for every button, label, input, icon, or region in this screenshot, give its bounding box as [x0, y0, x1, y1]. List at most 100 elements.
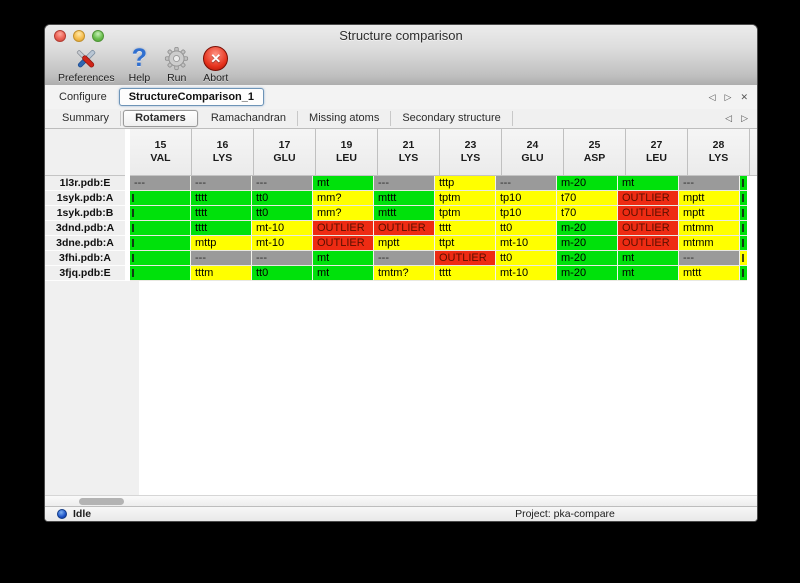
configure-session-tab[interactable]: StructureComparison_1	[118, 88, 265, 106]
rotamer-cell[interactable]: mt	[618, 176, 679, 191]
tab-ramachandran[interactable]: Ramachandran	[200, 111, 299, 126]
rotamer-cell[interactable]: ---	[252, 176, 313, 191]
rotamer-cell[interactable]: mt-10	[496, 236, 557, 251]
rotamer-cell[interactable]: OUTLIER	[313, 221, 374, 236]
rotamer-cell[interactable]: mt	[313, 266, 374, 281]
rotamer-cell[interactable]	[130, 236, 191, 251]
column-header-28[interactable]: 28 LYS	[688, 129, 750, 176]
rotamer-cell[interactable]: mptt	[374, 236, 435, 251]
next-tab-icon[interactable]: ▷	[741, 113, 748, 123]
rotamer-cell[interactable]: mm?	[313, 206, 374, 221]
row-label-3dnd-pdb-a[interactable]: 3dnd.pdb:A	[45, 221, 125, 236]
rotamer-cell[interactable]: mt	[313, 176, 374, 191]
rotamer-cell[interactable]: tp10	[496, 191, 557, 206]
column-header-23[interactable]: 23 LYS	[440, 129, 502, 176]
prev-session-icon[interactable]: ◁	[708, 91, 716, 102]
row-label-3fjq-pdb-e[interactable]: 3fjq.pdb:E	[45, 266, 125, 281]
toolbar-button-preferences[interactable]: Preferences	[51, 45, 122, 84]
rotamer-cell[interactable]: tt0	[252, 206, 313, 221]
toolbar-button-help[interactable]: ? Help	[122, 45, 158, 85]
rotamer-cell-overflow[interactable]	[740, 266, 747, 281]
rotamer-cell[interactable]: tptm	[435, 191, 496, 206]
row-label-3dne-pdb-a[interactable]: 3dne.pdb:A	[45, 236, 125, 251]
rotamer-cell[interactable]: mt	[618, 266, 679, 281]
row-label-1syk-pdb-b[interactable]: 1syk.pdb:B	[45, 206, 125, 221]
rotamer-cell[interactable]: mttp	[191, 236, 252, 251]
rotamer-cell[interactable]	[130, 191, 191, 206]
rotamer-cell[interactable]: m-20	[557, 236, 618, 251]
rotamer-cell[interactable]: ---	[191, 251, 252, 266]
tab-summary[interactable]: Summary	[51, 111, 122, 126]
tab-secondary-structure[interactable]: Secondary structure	[391, 111, 513, 126]
column-header-24[interactable]: 24 GLU	[502, 129, 564, 176]
rotamer-cell[interactable]: mt	[313, 251, 374, 266]
rotamer-cell-overflow[interactable]	[740, 221, 747, 236]
column-header-17[interactable]: 17 GLU	[254, 129, 316, 176]
rotamer-cell[interactable]: ttpt	[435, 236, 496, 251]
rotamer-cell-overflow[interactable]	[740, 191, 747, 206]
rotamer-cell[interactable]: tptm	[435, 206, 496, 221]
minimize-window-icon[interactable]	[73, 30, 85, 42]
rotamer-cell[interactable]: OUTLIER	[618, 236, 679, 251]
rotamer-cell[interactable]: mttt	[374, 191, 435, 206]
rotamer-cell[interactable]	[130, 266, 191, 281]
scrollbar-thumb[interactable]	[79, 498, 124, 505]
close-window-icon[interactable]	[54, 30, 66, 42]
column-header-21[interactable]: 21 LYS	[378, 129, 440, 176]
rotamer-cell[interactable]: tttt	[191, 221, 252, 236]
rotamer-cell[interactable]: ---	[374, 176, 435, 191]
rotamer-cell[interactable]: ---	[252, 251, 313, 266]
rotamer-cell[interactable]: mt	[618, 251, 679, 266]
prev-tab-icon[interactable]: ◁	[725, 113, 733, 123]
next-session-icon[interactable]: ▷	[724, 91, 732, 102]
rotamer-cell[interactable]: mt-10	[252, 236, 313, 251]
zoom-window-icon[interactable]	[92, 30, 104, 42]
column-header-25[interactable]: 25 ASP	[564, 129, 626, 176]
rotamer-cell[interactable]: t70	[557, 191, 618, 206]
rotamer-cell[interactable]: mtmm	[679, 236, 740, 251]
rotamer-cell[interactable]: OUTLIER	[618, 191, 679, 206]
rotamer-cell[interactable]	[130, 221, 191, 236]
rotamer-cell[interactable]: tt0	[252, 266, 313, 281]
column-header-16[interactable]: 16 LYS	[192, 129, 254, 176]
rotamer-cell[interactable]: mttt	[374, 206, 435, 221]
rotamer-cell[interactable]: mptt	[679, 191, 740, 206]
titlebar[interactable]: Structure comparison	[45, 25, 757, 45]
rotamer-cell[interactable]: ---	[374, 251, 435, 266]
rotamer-cell[interactable]: tttt	[435, 266, 496, 281]
rotamer-cell[interactable]: tt0	[496, 221, 557, 236]
rotamer-cell[interactable]: ---	[496, 176, 557, 191]
rotamer-cell[interactable]: OUTLIER	[313, 236, 374, 251]
rotamer-cell[interactable]: mm?	[313, 191, 374, 206]
row-label-1syk-pdb-a[interactable]: 1syk.pdb:A	[45, 191, 125, 206]
column-header-19[interactable]: 19 LEU	[316, 129, 378, 176]
tab-rotamers[interactable]: Rotamers	[123, 110, 198, 127]
rotamer-cell[interactable]: OUTLIER	[374, 221, 435, 236]
rotamer-cell[interactable]: m-20	[557, 251, 618, 266]
rotamer-cell[interactable]: mt-10	[252, 221, 313, 236]
column-header-27[interactable]: 27 LEU	[626, 129, 688, 176]
rotamer-cell[interactable]: ---	[679, 251, 740, 266]
rotamer-cell[interactable]: OUTLIER	[435, 251, 496, 266]
rotamer-cell[interactable]: OUTLIER	[618, 206, 679, 221]
toolbar-button-run[interactable]: Run	[157, 45, 196, 84]
rotamer-cell[interactable]: ---	[679, 176, 740, 191]
rotamer-cell[interactable]: m-20	[557, 221, 618, 236]
rotamer-cell[interactable]: mt-10	[496, 266, 557, 281]
rotamer-cell[interactable]: tp10	[496, 206, 557, 221]
rotamer-cell[interactable]: mtmm	[679, 221, 740, 236]
rotamer-cell[interactable]: ---	[191, 176, 252, 191]
rotamer-cell-overflow[interactable]	[740, 176, 747, 191]
column-header-15[interactable]: 15 VAL	[130, 129, 192, 176]
rotamer-cell[interactable]: tttm	[191, 266, 252, 281]
rotamer-cell[interactable]: ---	[130, 176, 191, 191]
rotamer-cell[interactable]: mptt	[679, 206, 740, 221]
rotamer-cell[interactable]: tt0	[252, 191, 313, 206]
rotamer-cell[interactable]: tmtm?	[374, 266, 435, 281]
rotamer-cell[interactable]: t70	[557, 206, 618, 221]
tab-missing-atoms[interactable]: Missing atoms	[298, 111, 392, 126]
rotamer-cell-overflow[interactable]	[740, 206, 747, 221]
rotamer-cell[interactable]: tttt	[435, 221, 496, 236]
rotamer-cell[interactable]	[130, 251, 191, 266]
rotamer-cell[interactable]: tt0	[496, 251, 557, 266]
